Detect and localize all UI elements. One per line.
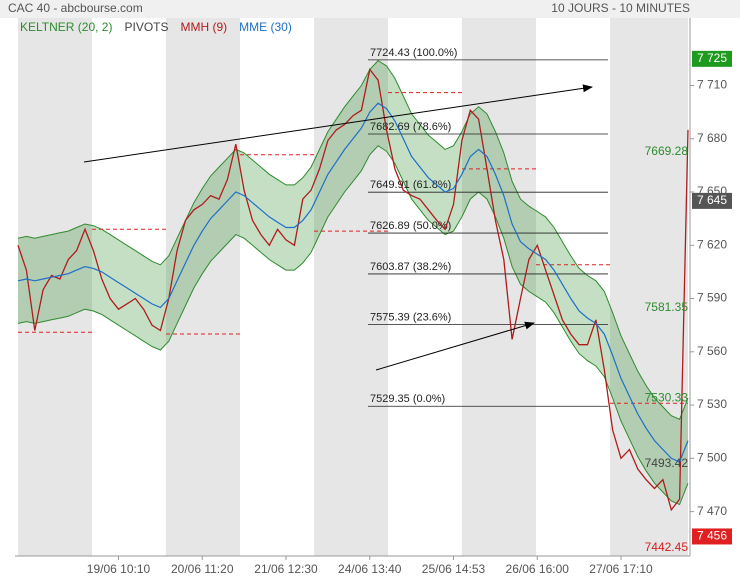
price-label: 7442.45: [645, 540, 689, 554]
y-tick-label: 7 500: [697, 451, 727, 465]
price-label: 7493.42: [645, 456, 689, 470]
price-line: [17, 67, 689, 512]
fib-label: 7603.87 (38.2%): [370, 261, 451, 273]
fib-label: 7529.35 (0.0%): [370, 393, 445, 405]
fib-label: 7626.89 (50.0%): [370, 220, 451, 232]
fib-label: 7682.69 (78.6%): [370, 121, 451, 133]
keltner-fill: [18, 60, 688, 505]
y-tick-label: 7 470: [697, 504, 727, 518]
price-label: 7530.33: [645, 391, 689, 405]
price-label: 7669.28: [645, 144, 689, 158]
axis-price-box: [692, 528, 732, 545]
y-tick-label: 7 590: [697, 291, 727, 305]
day-band: [166, 18, 240, 556]
y-tick-label: 7 560: [697, 344, 727, 358]
header-bar: [0, 0, 740, 18]
mme-line: [17, 102, 689, 463]
fib-label: 7649.91 (61.8%): [370, 179, 451, 191]
y-tick-label: 7 530: [697, 397, 727, 411]
legend-entry: KELTNER (20, 2): [20, 20, 112, 34]
day-bands: [18, 18, 688, 556]
day-band: [314, 18, 388, 556]
x-tick-label: 25/06 14:53: [422, 562, 486, 576]
chart-subtitle: 10 JOURS - 10 MINUTES: [551, 1, 690, 15]
axis-price-label: 7 645: [697, 193, 727, 207]
axis-price-label: 7 456: [697, 529, 727, 543]
axis-price-box: [692, 50, 732, 67]
fib-label: 7575.39 (23.6%): [370, 311, 451, 323]
y-tick-label: 7 620: [697, 237, 727, 251]
x-tick-label: 21/06 12:30: [254, 562, 318, 576]
day-band: [18, 18, 92, 556]
legend-entry: PIVOTS: [124, 20, 168, 34]
axis-price-box: [692, 192, 732, 209]
keltner-lower: [17, 145, 689, 506]
plot: 7724.43 (100.0%) 7682.69 (78.6%) 7649.91 (…: [17, 47, 689, 512]
legend-entry: MME (30): [239, 20, 292, 34]
keltner-upper: [17, 59, 689, 420]
x-tick-label: 20/06 11:20: [171, 562, 234, 576]
y-tick-label: 7 710: [697, 78, 727, 92]
x-tick-label: 26/06 16:00: [506, 562, 570, 576]
x-tick-label: 19/06 10:10: [87, 562, 151, 576]
trend-arrow: [83, 84, 593, 163]
chart-title: CAC 40 - abcbourse.com: [8, 1, 143, 15]
x-tick-label: 27/06 17:10: [589, 562, 653, 576]
x-tick-label: 24/06 13:40: [338, 562, 402, 576]
fib-label: 7724.43 (100.0%): [370, 47, 457, 59]
price-label: 7581.35: [645, 300, 689, 314]
y-tick-label: 7 680: [697, 131, 727, 145]
axis-price-label: 7 725: [697, 51, 727, 65]
day-band: [610, 18, 688, 556]
legend-entry: MMH (9): [181, 20, 228, 34]
trend-arrow: [375, 321, 535, 371]
